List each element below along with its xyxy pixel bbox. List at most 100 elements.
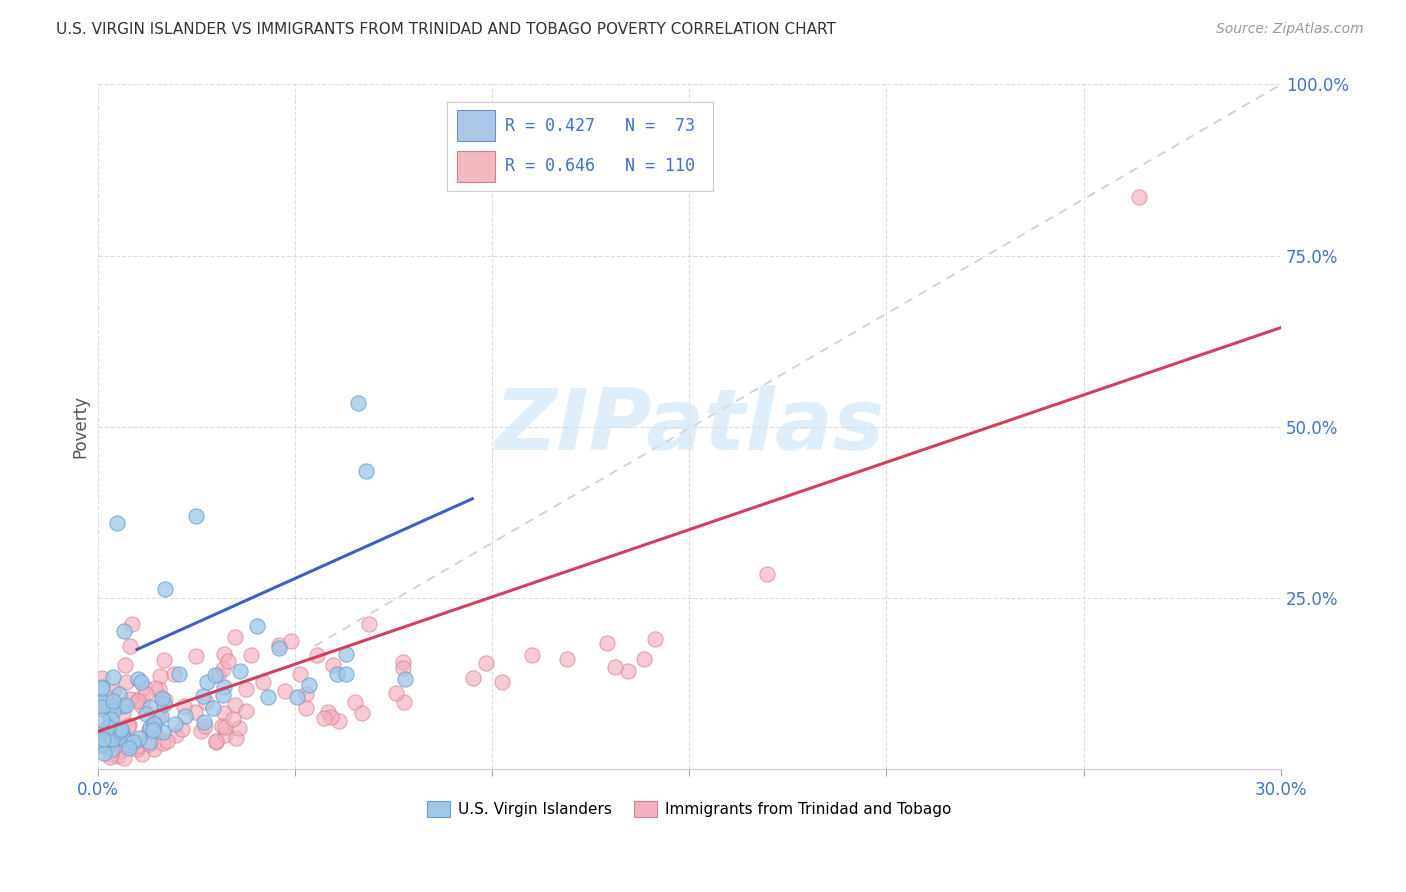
Point bbox=[127, 692, 149, 706]
Point bbox=[127, 672, 149, 686]
Point bbox=[127, 693, 149, 707]
Point bbox=[217, 654, 239, 668]
Point bbox=[91, 692, 114, 706]
Point bbox=[153, 697, 176, 711]
Point bbox=[305, 648, 328, 662]
Point bbox=[128, 731, 150, 745]
Point bbox=[235, 704, 257, 718]
Point bbox=[165, 728, 187, 742]
Point bbox=[267, 638, 290, 652]
Point bbox=[285, 690, 308, 704]
Point bbox=[101, 741, 124, 756]
Point bbox=[146, 710, 169, 724]
Point bbox=[111, 727, 134, 741]
Point bbox=[100, 747, 122, 762]
Point bbox=[153, 653, 176, 667]
Point bbox=[90, 695, 112, 709]
Point bbox=[112, 624, 135, 638]
Point bbox=[224, 698, 246, 713]
Point bbox=[143, 726, 166, 740]
Point bbox=[139, 700, 162, 714]
Point bbox=[138, 735, 160, 749]
Point bbox=[191, 689, 214, 703]
Point bbox=[121, 735, 143, 749]
Point bbox=[143, 741, 166, 756]
Point bbox=[118, 738, 141, 752]
Point bbox=[222, 712, 245, 726]
Point bbox=[90, 701, 112, 715]
Point bbox=[184, 705, 207, 719]
Point bbox=[228, 721, 250, 735]
Point bbox=[108, 744, 131, 758]
Point bbox=[555, 651, 578, 665]
Point bbox=[280, 634, 302, 648]
Point bbox=[101, 670, 124, 684]
Point bbox=[111, 724, 134, 739]
Point bbox=[312, 711, 335, 725]
Point bbox=[103, 731, 125, 746]
Point bbox=[90, 671, 112, 685]
Point bbox=[138, 720, 160, 734]
Point bbox=[288, 666, 311, 681]
Point bbox=[97, 705, 120, 719]
Point bbox=[98, 736, 121, 750]
Point bbox=[274, 683, 297, 698]
Point bbox=[114, 698, 136, 712]
Point bbox=[108, 723, 131, 738]
Point bbox=[150, 691, 173, 706]
Point bbox=[755, 566, 778, 581]
Point bbox=[1128, 190, 1150, 204]
Point bbox=[118, 740, 141, 755]
Point bbox=[108, 687, 131, 701]
Point bbox=[294, 687, 316, 701]
Point bbox=[212, 706, 235, 720]
Point bbox=[596, 636, 619, 650]
Point bbox=[201, 701, 224, 715]
Point bbox=[101, 732, 124, 747]
Point bbox=[257, 690, 280, 705]
Point bbox=[118, 718, 141, 732]
Point bbox=[394, 673, 416, 687]
Point bbox=[461, 671, 484, 685]
Point bbox=[186, 508, 208, 523]
Point bbox=[142, 717, 165, 731]
Legend: U.S. Virgin Islanders, Immigrants from Trinidad and Tobago: U.S. Virgin Islanders, Immigrants from T… bbox=[420, 795, 957, 823]
Point bbox=[212, 663, 235, 677]
Point bbox=[110, 722, 132, 736]
Point bbox=[204, 735, 226, 749]
Y-axis label: Poverty: Poverty bbox=[72, 395, 89, 458]
Point bbox=[149, 669, 172, 683]
Point bbox=[354, 464, 377, 478]
Point bbox=[174, 708, 197, 723]
Point bbox=[295, 700, 318, 714]
Point bbox=[100, 712, 122, 726]
Point bbox=[163, 666, 186, 681]
Point bbox=[211, 719, 233, 733]
Point bbox=[94, 690, 117, 705]
Point bbox=[104, 736, 127, 750]
Point bbox=[96, 732, 118, 747]
Point bbox=[357, 616, 380, 631]
Point bbox=[633, 652, 655, 666]
Point bbox=[138, 723, 160, 738]
Point bbox=[475, 656, 498, 670]
Point bbox=[152, 736, 174, 750]
Point bbox=[150, 690, 173, 705]
Point bbox=[239, 648, 262, 662]
Point bbox=[214, 720, 236, 734]
Point bbox=[193, 715, 215, 730]
Point bbox=[93, 746, 115, 760]
Point bbox=[143, 681, 166, 696]
Point bbox=[103, 693, 125, 707]
Point bbox=[132, 681, 155, 695]
Point bbox=[214, 728, 236, 742]
Point bbox=[350, 706, 373, 720]
Point bbox=[90, 723, 112, 738]
Point bbox=[112, 731, 135, 745]
Point bbox=[114, 658, 136, 673]
Point bbox=[328, 714, 350, 729]
Point bbox=[190, 724, 212, 739]
Point bbox=[316, 705, 339, 719]
Point bbox=[212, 647, 235, 661]
Point bbox=[90, 736, 112, 750]
